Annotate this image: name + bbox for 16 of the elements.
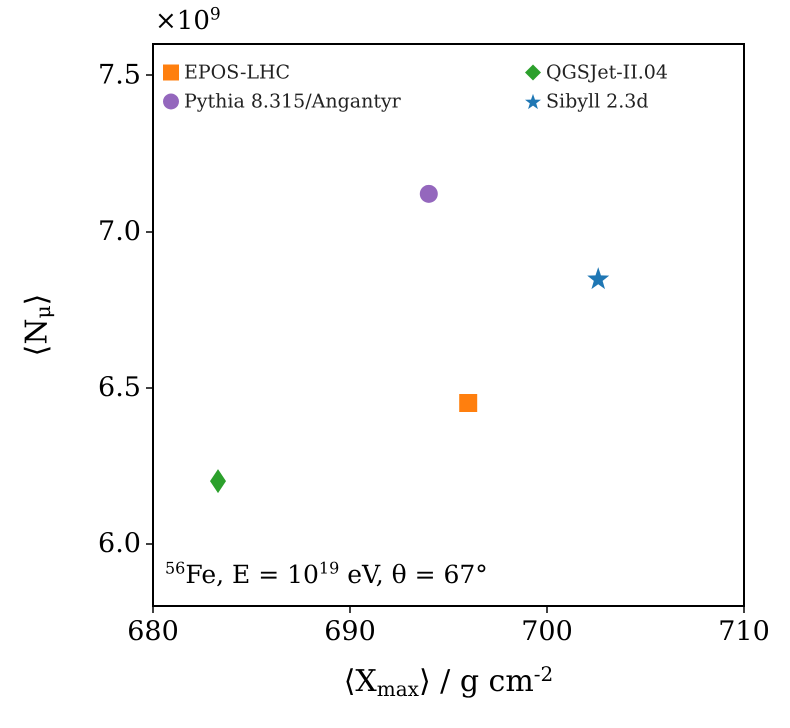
y-axis-title: ⟨Nμ⟩: [20, 294, 55, 356]
y-tick-label: 7.5: [98, 60, 141, 91]
legend-label: QGSJet-II.04: [546, 62, 668, 84]
y-tick-label: 6.5: [98, 372, 141, 403]
x-tick-label: 680: [127, 616, 179, 647]
point: [587, 267, 610, 290]
y-tick-label: 7.0: [98, 216, 141, 247]
x-tick-label: 710: [718, 616, 770, 647]
x-tick-label: 700: [521, 616, 573, 647]
legend-label: Pythia 8.315/Angantyr: [184, 90, 402, 112]
y-tick-label: 6.0: [98, 528, 141, 560]
legend-label: Sibyll 2.3d: [546, 90, 649, 112]
legend-label: EPOS-LHC: [184, 62, 290, 84]
point: [420, 184, 438, 203]
x-tick-label: 690: [324, 616, 376, 647]
point: [459, 394, 478, 412]
